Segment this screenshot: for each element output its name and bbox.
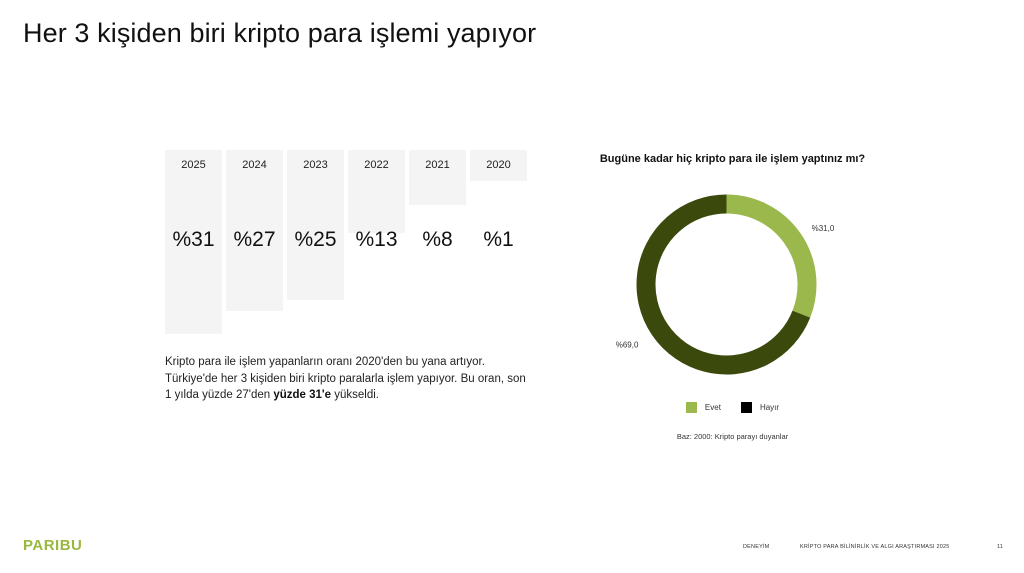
year-label: 2023: [303, 159, 328, 171]
year-bar-2023: 2023 %25: [287, 150, 344, 300]
year-label: 2024: [242, 159, 267, 171]
year-label: 2021: [425, 159, 450, 171]
base-note: Baz: 2000: Kripto parayı duyanlar: [676, 432, 789, 441]
year-value-label: %13: [355, 228, 398, 251]
legend-label-evet: Evet: [704, 403, 721, 412]
description-highlight: yüzde 31'e: [273, 389, 332, 401]
year-value-label: %25: [294, 228, 337, 251]
legend-swatch-hayir: [740, 402, 752, 413]
year-bar-2020: 2020 %1: [470, 150, 527, 251]
legend-swatch-evet: [685, 402, 697, 413]
paribu-logo: PARIBU: [23, 537, 83, 554]
year-label: 2020: [486, 159, 511, 171]
donut-slice-evet: [726, 194, 817, 318]
footer-page-number: 11: [997, 544, 1004, 550]
slide-title: Her 3 kişiden biri kripto para işlemi ya…: [23, 18, 537, 48]
donut-slice-hayir: [636, 194, 811, 375]
year-bar-2021: 2021 %8: [409, 150, 466, 251]
footer-label: DENEYİM: [743, 544, 770, 550]
pie-legend: Evet Hayır: [560, 402, 905, 413]
slice-value-label-evet: %31,0: [812, 224, 835, 233]
year-label: 2022: [364, 159, 389, 171]
description-text: Kripto para ile işlem yapanların oranı 2…: [165, 354, 535, 404]
year-value-label: %27: [233, 228, 276, 251]
year-bar-2024: 2024 %27: [226, 150, 283, 312]
year-bar-2022: 2022 %13: [348, 150, 405, 251]
description-part-1: Kripto para ile işlem yapanların oranı 2…: [165, 356, 526, 401]
legend-item-hayir: Hayır: [740, 402, 780, 413]
description-part-2: yükseldi.: [331, 389, 379, 401]
year-value-label: %8: [422, 228, 453, 251]
year-label: 2025: [181, 159, 206, 171]
year-value-label: %31: [172, 228, 215, 251]
pie-chart-title: Bugüne kadar hiç kripto para ile işlem y…: [599, 153, 866, 165]
footer-study-name: KRİPTO PARA BİLİNİRLİK VE ALGI ARAŞTIRMA…: [800, 544, 950, 550]
legend-label-hayir: Hayır: [759, 403, 780, 412]
year-value-label: %1: [483, 228, 514, 251]
year-bar-chart: 2025 %31 2024 %27 2023 %25 2022 %13 2021 %8 2020 %1: [165, 150, 535, 340]
year-bar-2025: 2025 %31: [165, 150, 222, 334]
slice-value-label-hayir: %69,0: [616, 340, 639, 349]
legend-item-evet: Evet: [685, 402, 721, 413]
